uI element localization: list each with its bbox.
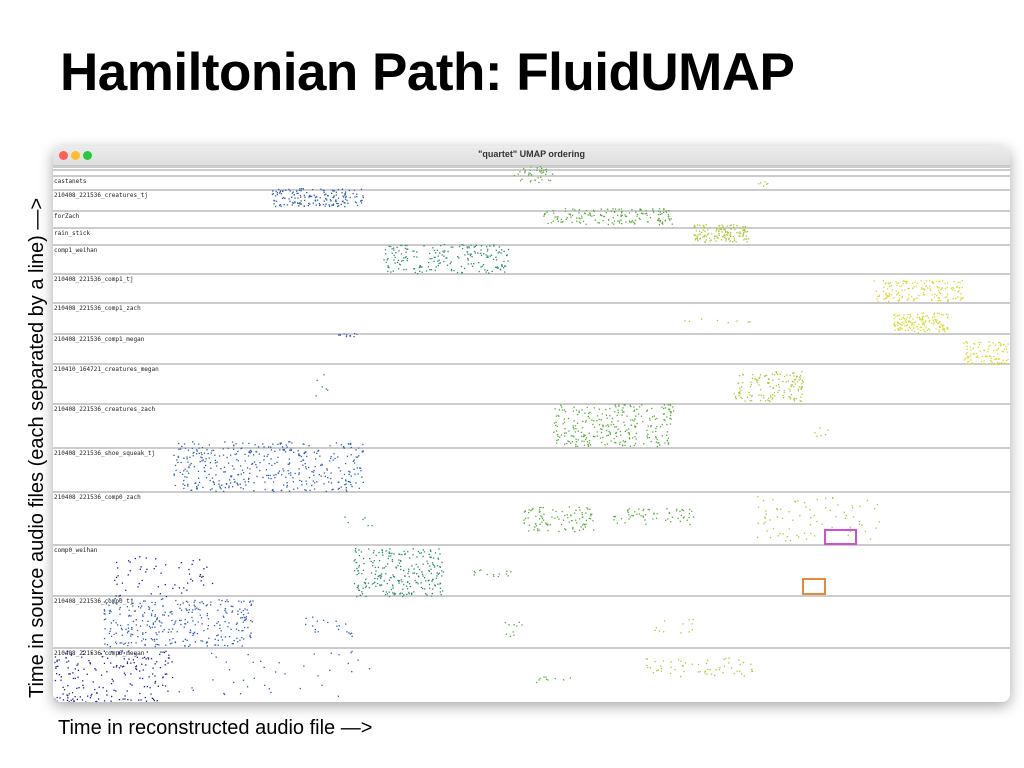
point-cluster xyxy=(305,616,353,637)
maximize-window-button[interactable] xyxy=(83,151,92,160)
point-cluster xyxy=(54,650,174,702)
track-label: forZach xyxy=(54,213,80,220)
orange-selection-box[interactable] xyxy=(802,578,826,595)
point-cluster xyxy=(893,312,949,334)
point-cluster xyxy=(684,318,751,324)
track-label: comp1_weihan xyxy=(54,247,98,254)
track-label: 210408_221536_comp0_megan xyxy=(54,650,145,657)
umap-window: "quartet" UMAP ordering castanets 210408_… xyxy=(53,146,1010,702)
point-cluster xyxy=(473,569,512,578)
track-label: 210410_164721_creatures_megan xyxy=(54,366,159,373)
point-cluster xyxy=(504,621,523,638)
track-label: 210408_221536_comp1_megan xyxy=(54,336,145,343)
point-cluster xyxy=(338,333,358,338)
track-label: comp0_weihan xyxy=(54,547,98,554)
point-cluster xyxy=(178,650,371,697)
track-label: rain_stick xyxy=(54,230,91,237)
track-label: 210408_221536_shoe_squeak_tj xyxy=(54,450,155,457)
window-title: "quartet" UMAP ordering xyxy=(478,149,585,159)
point-cluster xyxy=(271,188,364,208)
point-cluster xyxy=(114,556,214,598)
magenta-selection-box[interactable] xyxy=(824,529,857,545)
track-plot[interactable]: castanets 210408_221536_creatures_tj forZa… xyxy=(53,166,1010,702)
track-label: 210408_221536_creatures_zach xyxy=(54,406,156,413)
point-cluster xyxy=(535,676,571,684)
point-cluster xyxy=(173,441,364,493)
point-cluster xyxy=(613,508,695,526)
slide-title: Hamiltonian Path: FluidUMAP xyxy=(60,43,795,102)
point-cluster xyxy=(513,166,554,184)
point-cluster xyxy=(344,516,373,527)
point-cluster xyxy=(645,657,754,678)
y-axis-caption: Time in source audio files (each separat… xyxy=(26,197,48,698)
point-cluster xyxy=(553,404,675,448)
point-cluster xyxy=(733,371,804,403)
minimize-window-button[interactable] xyxy=(71,151,80,160)
point-cluster xyxy=(758,181,769,187)
point-cluster xyxy=(383,244,510,275)
point-cluster xyxy=(315,374,329,397)
window-titlebar[interactable]: "quartet" UMAP ordering xyxy=(53,146,1010,166)
point-cluster xyxy=(654,618,694,634)
track-label: castanets xyxy=(54,178,87,185)
point-cluster xyxy=(353,548,445,598)
track-label: 210408_221536_comp0_zach xyxy=(54,494,141,501)
point-cluster xyxy=(103,598,254,648)
point-cluster xyxy=(873,280,964,303)
point-cluster xyxy=(523,506,595,533)
point-cluster xyxy=(814,427,829,437)
track-label: 210408_221536_comp1_zach xyxy=(54,305,141,312)
close-window-button[interactable] xyxy=(59,151,68,160)
point-cluster xyxy=(757,496,881,542)
point-cluster xyxy=(693,224,750,243)
track-label: 210408_221536_comp0_tj xyxy=(54,598,133,605)
track-label: 210408_221536_comp1_tj xyxy=(54,276,133,283)
plot-area[interactable]: castanets 210408_221536_creatures_tj forZa… xyxy=(53,166,1010,702)
point-cluster xyxy=(963,341,1009,366)
x-axis-caption: Time in reconstructed audio file —> xyxy=(58,717,373,739)
point-cluster xyxy=(543,208,673,226)
track-label: 210408_221536_creatures_tj xyxy=(54,192,148,199)
